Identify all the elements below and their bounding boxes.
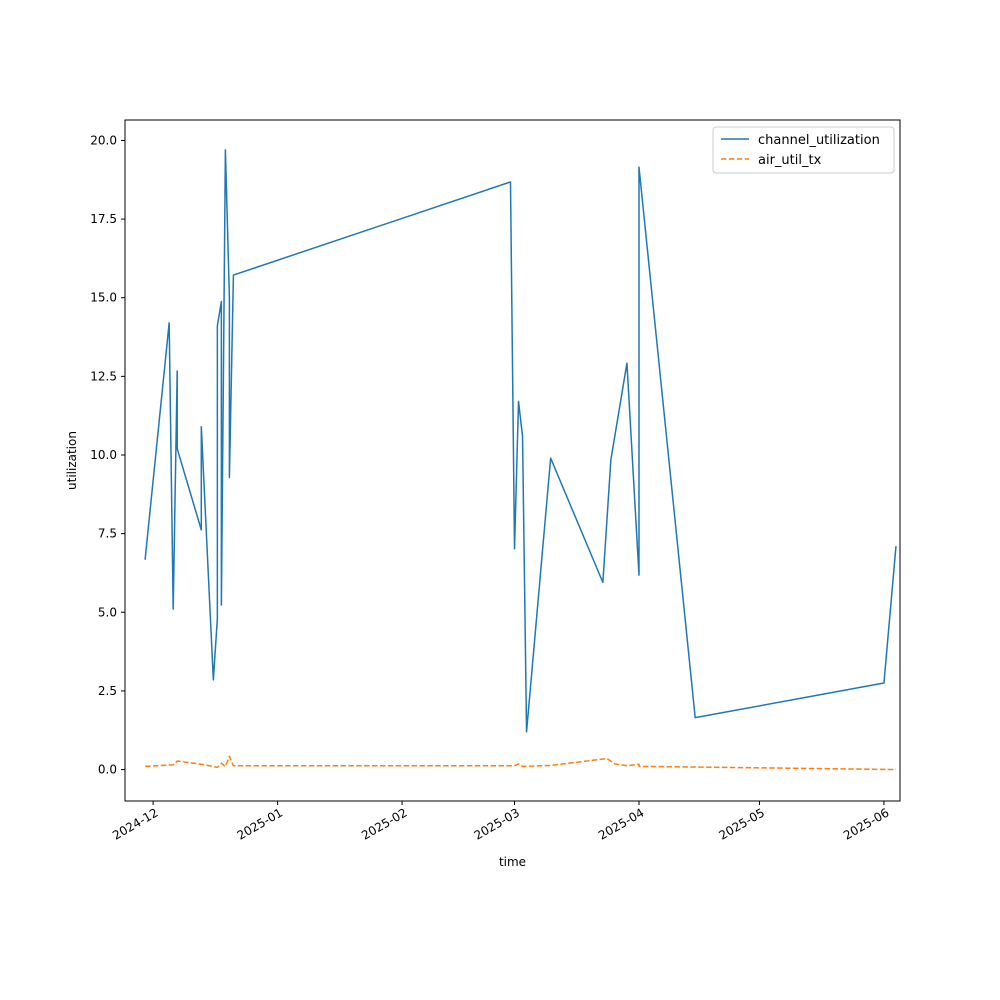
x-tick-label: 2024-12 xyxy=(110,805,160,842)
legend: channel_utilization air_util_tx xyxy=(712,126,895,174)
series-line-air-util-tx xyxy=(145,755,896,771)
y-tick-label: 20.0 xyxy=(90,133,117,147)
legend-label-air-util-tx: air_util_tx xyxy=(758,153,822,168)
x-axis-label: time xyxy=(499,855,526,869)
legend-label-channel-utilization: channel_utilization xyxy=(758,133,880,148)
plot-frame xyxy=(124,119,901,802)
y-tick-label: 2.5 xyxy=(98,684,117,698)
x-tick-label: 2025-01 xyxy=(235,805,285,842)
x-tick-label: 2025-02 xyxy=(359,805,409,842)
y-tick-label: 15.0 xyxy=(90,291,117,305)
series-line-channel-utilization xyxy=(144,149,897,733)
x-axis: 2024-12 2025-01 2025-02 2025-03 2025-04 2025-… xyxy=(110,801,891,843)
x-tick-label: 2025-05 xyxy=(717,805,767,842)
y-tick-label: 12.5 xyxy=(90,369,117,383)
y-tick-label: 10.0 xyxy=(90,448,117,462)
x-tick-label: 2025-04 xyxy=(596,805,646,842)
y-tick-label: 0.0 xyxy=(98,763,117,777)
plot-area xyxy=(144,149,897,771)
y-tick-label: 5.0 xyxy=(98,605,117,619)
x-tick-label: 2025-06 xyxy=(841,805,891,842)
y-tick-label: 7.5 xyxy=(98,527,117,541)
y-axis-label: utilization xyxy=(65,431,79,490)
y-tick-label: 17.5 xyxy=(90,212,117,226)
legend-box xyxy=(712,126,895,174)
y-axis: 0.0 2.5 5.0 7.5 10.0 12.5 15.0 17.5 20.0 xyxy=(90,133,125,777)
x-tick-label: 2025-03 xyxy=(472,805,522,842)
